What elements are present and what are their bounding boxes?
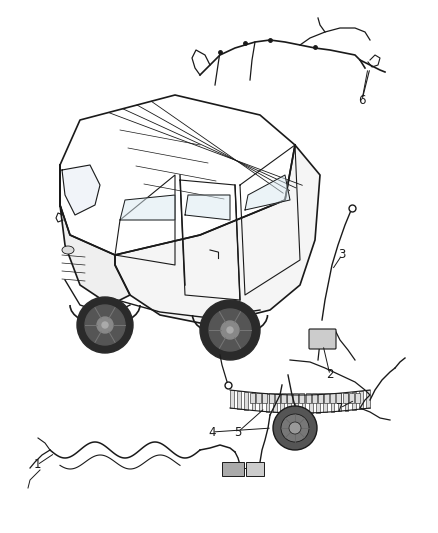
Bar: [256, 393, 261, 403]
Text: 3: 3: [338, 248, 346, 262]
Bar: [250, 393, 255, 403]
Bar: [300, 393, 304, 403]
Bar: [266, 393, 269, 411]
Bar: [246, 462, 264, 476]
Circle shape: [85, 305, 125, 345]
Polygon shape: [120, 195, 175, 220]
Circle shape: [200, 300, 260, 360]
Bar: [338, 393, 341, 411]
Bar: [367, 390, 370, 408]
Polygon shape: [115, 145, 320, 325]
Bar: [244, 392, 248, 409]
Bar: [312, 393, 317, 403]
Text: 7: 7: [336, 401, 344, 415]
Bar: [287, 393, 292, 403]
Circle shape: [227, 327, 233, 333]
Bar: [323, 394, 327, 413]
Circle shape: [289, 422, 301, 434]
Bar: [318, 393, 323, 403]
Bar: [287, 395, 291, 413]
Bar: [349, 393, 354, 403]
Text: 2: 2: [326, 368, 334, 382]
Circle shape: [209, 309, 251, 351]
Bar: [262, 393, 267, 403]
Text: 5: 5: [234, 425, 242, 439]
Bar: [336, 393, 342, 403]
Polygon shape: [60, 165, 130, 305]
Circle shape: [273, 406, 317, 450]
Bar: [251, 392, 255, 410]
Bar: [324, 393, 329, 403]
Circle shape: [281, 414, 309, 442]
Bar: [281, 393, 286, 403]
Bar: [352, 392, 356, 410]
Bar: [268, 393, 273, 403]
Text: 1: 1: [33, 458, 41, 472]
Bar: [306, 393, 311, 403]
Polygon shape: [62, 165, 100, 215]
Bar: [295, 395, 298, 413]
Bar: [355, 393, 360, 403]
Bar: [330, 393, 336, 403]
Circle shape: [77, 297, 133, 353]
Bar: [222, 462, 244, 476]
Bar: [331, 394, 334, 412]
Bar: [237, 391, 241, 409]
Bar: [273, 394, 277, 412]
Bar: [309, 395, 313, 413]
FancyBboxPatch shape: [309, 329, 336, 349]
Text: 6: 6: [358, 93, 366, 107]
Bar: [359, 391, 363, 409]
Bar: [275, 393, 280, 403]
Bar: [345, 393, 349, 410]
Circle shape: [102, 322, 108, 328]
Bar: [316, 394, 320, 413]
Bar: [280, 394, 284, 413]
Bar: [230, 390, 233, 408]
Bar: [259, 393, 262, 411]
Text: 4: 4: [208, 425, 216, 439]
Ellipse shape: [62, 246, 74, 254]
Bar: [302, 395, 305, 413]
Bar: [343, 393, 348, 403]
Polygon shape: [245, 175, 290, 210]
Circle shape: [221, 321, 239, 339]
Circle shape: [97, 317, 113, 333]
Bar: [293, 393, 298, 403]
Polygon shape: [185, 195, 230, 220]
Polygon shape: [60, 95, 295, 255]
